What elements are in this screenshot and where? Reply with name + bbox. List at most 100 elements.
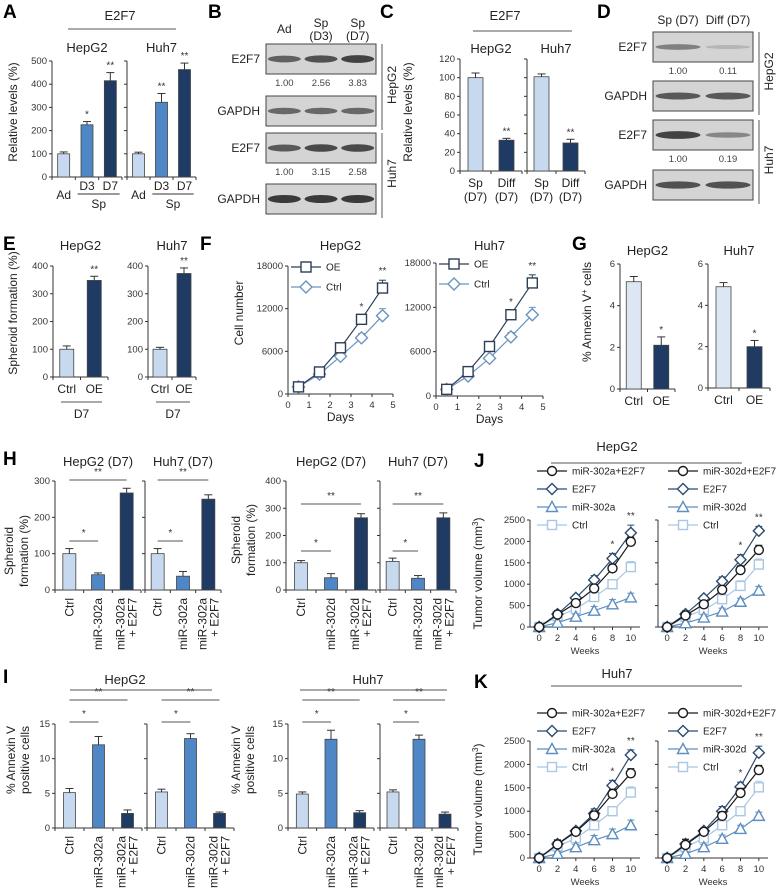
x-tick-label: 8 xyxy=(738,864,743,875)
x-tick-label: 0 xyxy=(433,402,438,413)
square-marker xyxy=(588,820,600,831)
lane-label: Sp xyxy=(350,16,365,30)
square-marker xyxy=(355,313,368,326)
diamond-marker xyxy=(299,280,313,294)
significance-star: * xyxy=(753,328,757,339)
x-category-label: miR-302d xyxy=(430,598,444,650)
protein-label: E2F7 xyxy=(231,52,260,66)
band-quantification: 0.19 xyxy=(719,154,738,165)
panel-letter-a: A xyxy=(3,2,17,23)
group-label: D7 xyxy=(165,407,181,421)
panel-letter-b: B xyxy=(208,2,222,23)
x-category-label: Ctrl xyxy=(57,382,76,396)
y-tick-label: 500 xyxy=(31,56,47,67)
y-tick-label: 0 xyxy=(520,853,525,864)
legend-label: E2F7 xyxy=(572,727,596,738)
lane-label: Diff (D7) xyxy=(706,13,750,27)
subplot-title: HepG2 xyxy=(627,243,668,258)
y-axis-label: % Annexin V+ cells xyxy=(580,262,595,362)
y-tick-label: 0 xyxy=(276,585,281,596)
circle-marker xyxy=(552,839,563,850)
y-axis-label: formation (%) xyxy=(17,515,31,587)
diamond-marker xyxy=(752,746,766,760)
bar xyxy=(176,575,190,591)
triangle-marker xyxy=(569,609,583,622)
protein-band xyxy=(341,144,375,152)
panel-letter-h: H xyxy=(3,449,17,470)
x-tick-label: 4 xyxy=(701,633,706,644)
circle-marker xyxy=(735,564,746,576)
triangle-marker xyxy=(715,831,729,845)
significance-star: ** xyxy=(567,127,575,138)
panel-header: Huh7 xyxy=(352,672,383,687)
significance-star: * xyxy=(315,709,319,720)
y-tick-label: 20 xyxy=(444,147,455,158)
significance-star: * xyxy=(611,766,615,777)
x-tick-label: 10 xyxy=(754,633,765,644)
legend-label: Ctrl xyxy=(572,521,588,532)
y-tick-label: 0 xyxy=(42,172,47,183)
legend-label: Ctrl xyxy=(703,521,719,532)
bar xyxy=(411,577,425,591)
significance-star: ** xyxy=(179,467,187,478)
diamond-marker xyxy=(447,277,461,291)
x-tick-label: 4 xyxy=(701,864,706,875)
series-line-oe xyxy=(298,287,383,388)
x-tick-label: 0 xyxy=(665,633,670,644)
x-tick-label: 0 xyxy=(537,633,542,644)
significance-star: ** xyxy=(627,511,635,522)
y-tick-label: 100 xyxy=(31,149,47,160)
circle-marker xyxy=(680,610,691,621)
protein-band xyxy=(267,195,301,203)
x-tick-label: 3 xyxy=(348,400,353,411)
y-tick-label: 100 xyxy=(439,73,455,84)
subplot-title: HepG2 xyxy=(60,238,101,253)
y-tick-label: 300 xyxy=(31,102,47,113)
significance-star: ** xyxy=(503,126,511,137)
significance-star: * xyxy=(509,297,513,308)
subplot-title: Huh7 (D7) xyxy=(153,454,213,469)
y-tick-label: 6 xyxy=(610,259,615,270)
y-tick-label: 400 xyxy=(32,261,48,272)
y-tick-label: 1000 xyxy=(504,579,525,590)
y-tick-label: 4 xyxy=(698,300,703,311)
triangle-marker xyxy=(550,846,565,859)
significance-star: * xyxy=(82,528,86,539)
diamond-marker xyxy=(354,330,369,345)
x-axis-label: Weeks xyxy=(699,646,728,657)
x-category-label: + E2F7 xyxy=(444,836,458,875)
square-marker xyxy=(526,277,538,289)
panel-header: HepG2 xyxy=(596,439,637,454)
x-category-label: Ad xyxy=(131,188,146,202)
series-line-oe xyxy=(446,282,533,390)
x-category-label: D7 xyxy=(103,179,119,193)
y-tick-label: 100 xyxy=(32,344,48,355)
significance-star: ** xyxy=(415,687,423,698)
triangle-marker xyxy=(624,590,638,603)
significance-star: * xyxy=(404,709,408,720)
x-tick-label: 4 xyxy=(573,864,578,875)
circle-marker xyxy=(570,826,582,837)
significance-star: * xyxy=(82,709,86,720)
significance-star: ** xyxy=(755,512,763,523)
significance-star: ** xyxy=(528,261,536,272)
lane-label: (D3) xyxy=(309,29,332,43)
x-category-label: miR-302d xyxy=(348,598,362,650)
y-tick-label: 200 xyxy=(265,531,281,542)
x-tick-label: 2 xyxy=(683,864,688,875)
panel-letter-d: D xyxy=(597,2,611,23)
protein-band xyxy=(655,181,701,189)
x-category-label: + E2F7 xyxy=(359,836,373,875)
significance-star: * xyxy=(174,709,178,720)
legend-label: miR-302d xyxy=(703,503,746,514)
y-tick-label: 2500 xyxy=(504,515,525,526)
bar xyxy=(562,142,579,172)
legend-label: Ctrl xyxy=(326,283,342,294)
circle-marker xyxy=(546,465,558,477)
y-tick-label: 2000 xyxy=(504,536,525,547)
x-category-label: D7 xyxy=(177,179,193,193)
x-category-label: (D7) xyxy=(495,190,518,204)
square-marker xyxy=(505,309,517,321)
subplot-title: HepG2 xyxy=(320,238,361,253)
